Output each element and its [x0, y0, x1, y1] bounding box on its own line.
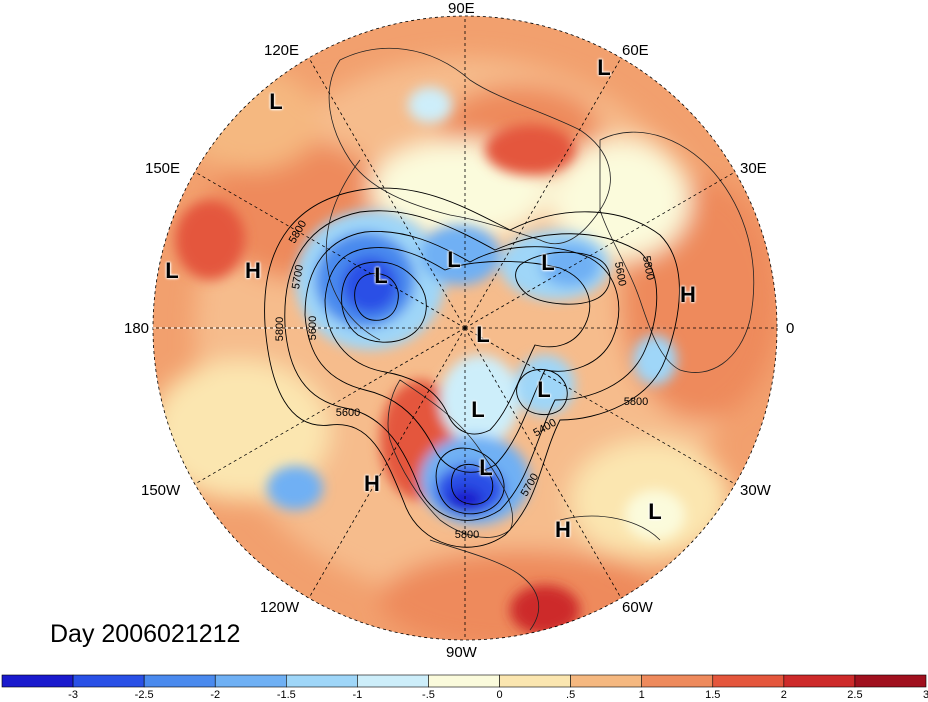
colorbar-tick-label: 2 — [780, 689, 787, 701]
colorbar-tick-label: -1.5 — [276, 689, 296, 701]
pressure-center-marker: H — [680, 282, 696, 307]
contour-label: 5600 — [307, 315, 319, 341]
height-contours — [264, 187, 680, 548]
lon-label-0: 0 — [786, 320, 795, 337]
pressure-center-marker: L — [447, 247, 461, 272]
lon-label-150w: 150W — [141, 482, 181, 499]
colorbar-tick-label: -1 — [352, 689, 363, 701]
lon-label-90w: 90W — [446, 644, 477, 661]
colorbar-swatch — [72, 674, 145, 688]
pressure-center-marker: H — [245, 258, 261, 283]
colorbar-tick-label: 1.5 — [705, 689, 721, 701]
colorbar-swatch — [1, 674, 74, 688]
colorbar — [1, 674, 927, 688]
pressure-center-marker: L — [541, 250, 555, 275]
pressure-center-marker: L — [374, 263, 388, 288]
contour-label: 5600 — [335, 407, 361, 419]
lon-label-150e: 150E — [145, 160, 181, 177]
colorbar-tick-label: -2.5 — [134, 689, 154, 701]
pressure-center-marker: H — [555, 517, 571, 542]
colorbar-tick-label: 1 — [638, 689, 645, 701]
colorbar-tick-label: .5 — [566, 689, 576, 701]
pressure-center-marker: L — [597, 55, 611, 80]
colorbar-swatch — [428, 674, 500, 688]
pressure-center-marker: L — [471, 397, 485, 422]
pressure-center-marker: L — [269, 89, 283, 114]
colorbar-swatch — [854, 674, 927, 688]
colorbar-tick-label: 3 — [922, 689, 928, 701]
colorbar-swatch — [570, 674, 642, 688]
lon-label-60w: 60W — [622, 599, 653, 616]
contour-label: 5800 — [454, 529, 480, 541]
colorbar-swatch — [143, 674, 216, 688]
lon-label-90e: 90E — [448, 0, 475, 17]
colorbar-tick-label: -3 — [68, 689, 78, 701]
pressure-center-marker: L — [648, 499, 662, 524]
colorbar-tick-label: -.5 — [422, 689, 435, 701]
pressure-center-marker: L — [476, 322, 490, 347]
contour-label: 5800 — [623, 396, 649, 408]
colorbar-tick-label: -2 — [210, 689, 221, 701]
colorbar-swatch — [286, 674, 358, 688]
pressure-center-marker: L — [165, 258, 179, 283]
lon-label-120w: 120W — [260, 599, 300, 616]
lon-label-180: 180 — [124, 320, 150, 337]
colorbar-swatch — [783, 674, 856, 688]
colorbar-swatch — [641, 674, 714, 688]
colorbar-swatch — [499, 674, 571, 688]
pressure-center-marker: L — [537, 377, 551, 402]
lon-label-60e: 60E — [622, 42, 649, 59]
colorbar-tick-label: 2.5 — [847, 689, 863, 701]
date-title: Day 2006021212 — [50, 620, 241, 648]
colorbar-swatch — [712, 674, 785, 688]
colorbar-tick-label: 0 — [496, 689, 503, 701]
coastlines — [325, 47, 755, 631]
pressure-center-marker: L — [479, 455, 493, 480]
colorbar-swatch — [214, 674, 287, 688]
contour-label: 5800 — [274, 316, 286, 342]
lon-label-120e: 120E — [264, 42, 300, 59]
colorbar-swatch — [357, 674, 429, 688]
lon-label-30w: 30W — [740, 482, 771, 499]
pressure-center-marker: H — [364, 471, 380, 496]
lon-label-30e: 30E — [740, 160, 767, 177]
